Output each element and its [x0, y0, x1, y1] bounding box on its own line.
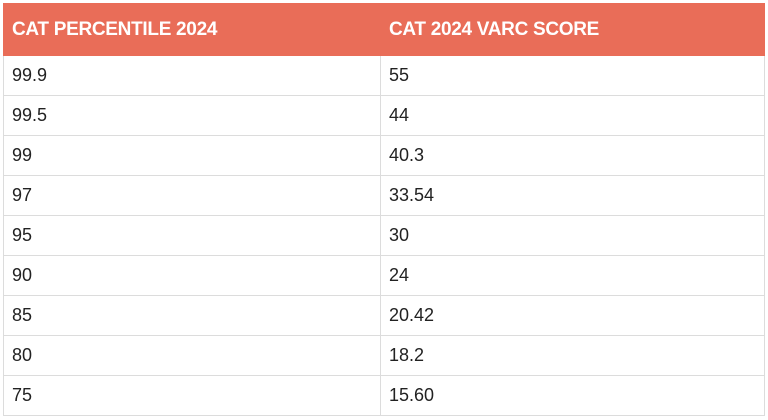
table-row: 99.5 44	[3, 95, 765, 136]
table-row: 85 20.42	[3, 295, 765, 336]
table-cell: 55	[380, 55, 765, 96]
table-row: 90 24	[3, 255, 765, 296]
table-cell: 18.2	[380, 335, 765, 376]
table-row: 75 15.60	[3, 375, 765, 416]
table-body: 99.9 55 99.5 44 99 40.3 97 33.54 95 30 90 24 85 20.42…	[3, 55, 765, 416]
table-row: 80 18.2	[3, 335, 765, 376]
table-cell: 40.3	[380, 135, 765, 176]
table-cell: 20.42	[380, 295, 765, 336]
table-row: 99.9 55	[3, 55, 765, 96]
table-cell: 30	[380, 215, 765, 256]
table-cell: 85	[3, 295, 381, 336]
table-cell: 99.9	[3, 55, 381, 96]
header-row: CAT PERCENTILE 2024 CAT 2024 VARC SCORE	[3, 3, 765, 56]
percentile-table: CAT PERCENTILE 2024 CAT 2024 VARC SCORE 9…	[3, 3, 765, 416]
header-cell: CAT 2024 VARC SCORE	[380, 3, 765, 56]
table-cell: 97	[3, 175, 381, 216]
table-row: 95 30	[3, 215, 765, 256]
header-cell: CAT PERCENTILE 2024	[3, 3, 381, 56]
table-cell: 90	[3, 255, 381, 296]
table-container: CAT PERCENTILE 2024 CAT 2024 VARC SCORE 9…	[3, 3, 765, 416]
table-cell: 44	[380, 95, 765, 136]
table-cell: 24	[380, 255, 765, 296]
table-cell: 99	[3, 135, 381, 176]
table-row: 99 40.3	[3, 135, 765, 176]
table-cell: 99.5	[3, 95, 381, 136]
table-cell: 15.60	[380, 375, 765, 416]
table-cell: 33.54	[380, 175, 765, 216]
table-cell: 95	[3, 215, 381, 256]
table-cell: 80	[3, 335, 381, 376]
table-row: 97 33.54	[3, 175, 765, 216]
table-cell: 75	[3, 375, 381, 416]
